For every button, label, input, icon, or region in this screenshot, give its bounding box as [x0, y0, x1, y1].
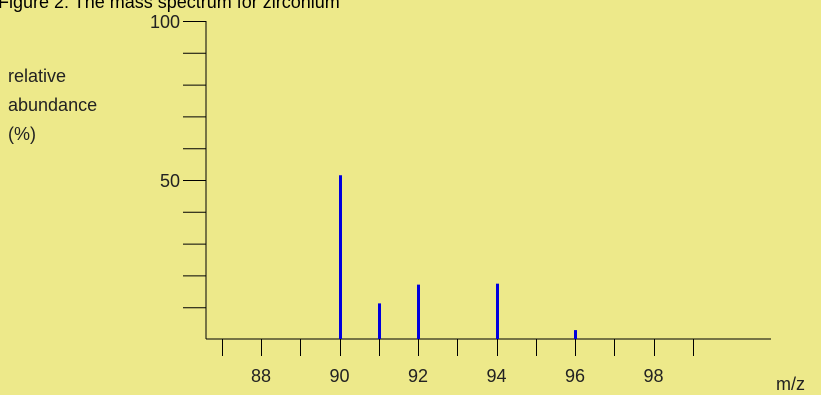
y-axis-label: relative abundance (%)	[8, 66, 102, 144]
y-tick-label: 50	[160, 171, 180, 191]
y-tick-label: 100	[150, 12, 180, 32]
x-ticks-group: 88 90 92 94 96 98	[222, 339, 694, 386]
chart-title: Figure 2: The mass spectrum for zirconiu…	[0, 0, 340, 12]
x-tick-label: 94	[486, 366, 506, 386]
x-tick-label: 90	[329, 366, 349, 386]
y-axis-label-line-3: (%)	[8, 124, 36, 144]
y-axis-label-line-1: relative	[8, 66, 66, 86]
peaks-group	[339, 175, 577, 339]
x-tick-label: 96	[565, 366, 585, 386]
x-tick-label: 98	[643, 366, 663, 386]
y-axis-label-line-2: abundance	[8, 95, 97, 115]
x-axis-label: m/z	[776, 374, 805, 394]
y-ticks-group: 50 100	[150, 12, 206, 309]
x-tick-label: 88	[251, 366, 271, 386]
x-tick-label: 92	[408, 366, 428, 386]
